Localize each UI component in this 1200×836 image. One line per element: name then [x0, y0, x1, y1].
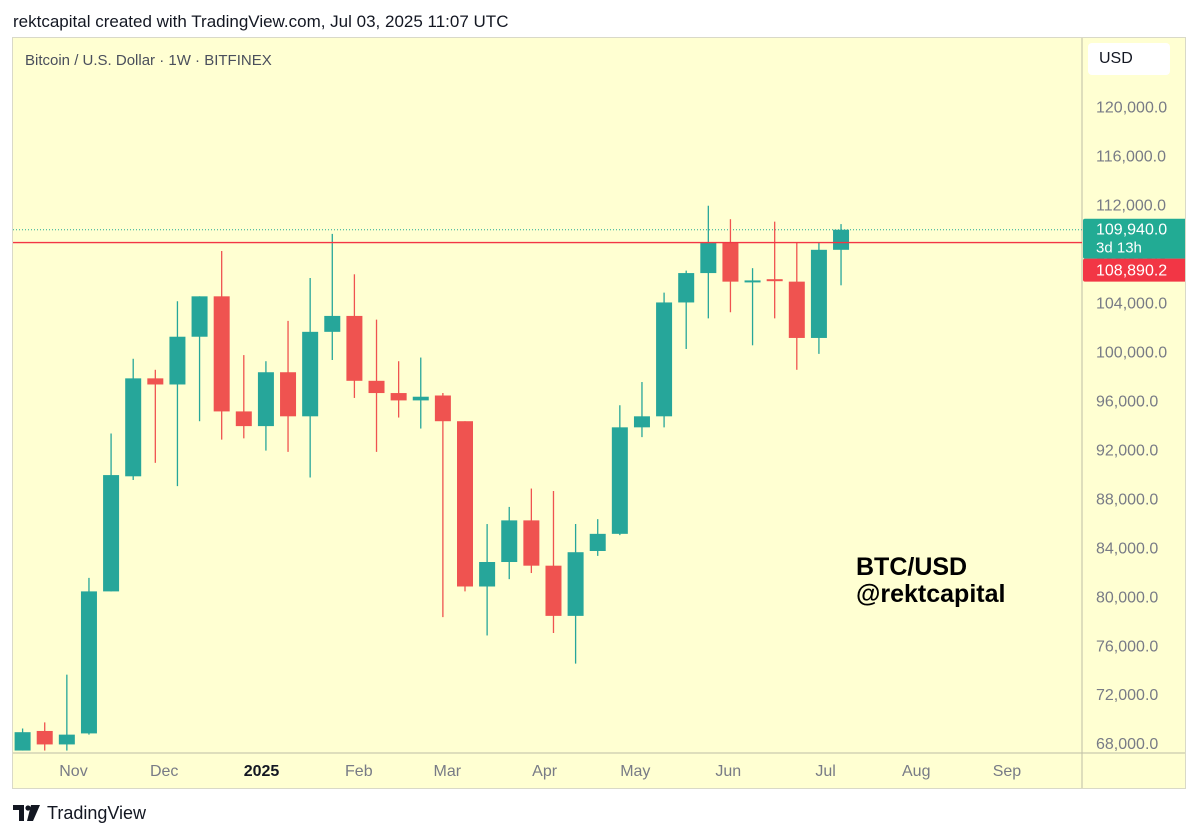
candle-body[interactable] [501, 520, 518, 563]
x-tick-label: Jul [815, 763, 835, 780]
resistance-level-badge [1083, 258, 1185, 282]
candle-body[interactable] [457, 421, 473, 587]
candle-body[interactable] [523, 520, 540, 566]
y-tick-label: 116,000.0 [1096, 149, 1166, 166]
candle-body[interactable] [58, 734, 75, 745]
y-tick-label: 68,000.0 [1096, 736, 1158, 753]
chart-header-caption: rektcapital created with TradingView.com… [13, 12, 509, 31]
x-tick-label: May [620, 763, 650, 780]
y-tick-label: 104,000.0 [1096, 295, 1167, 312]
candle-body[interactable] [700, 242, 717, 274]
x-tick-label: Apr [532, 763, 558, 780]
candle-body[interactable] [324, 315, 341, 332]
y-tick-label: 92,000.0 [1096, 442, 1158, 459]
candle-body[interactable] [722, 242, 739, 282]
candle-body[interactable] [346, 315, 363, 381]
candle-body[interactable] [280, 372, 297, 417]
candle-body[interactable] [589, 533, 606, 551]
candle-body[interactable] [390, 393, 407, 401]
y-tick-label: 80,000.0 [1096, 589, 1158, 606]
y-tick-label: 88,000.0 [1096, 491, 1158, 508]
candle-body[interactable] [656, 302, 673, 417]
candle-body[interactable] [191, 296, 208, 337]
candle-body[interactable] [235, 411, 252, 427]
resistance-level-label: 108,890.2 [1096, 263, 1167, 280]
tradingview-logo-icon [13, 805, 40, 821]
watermark-author: @rektcapital [856, 580, 1006, 608]
plot-background [13, 38, 1185, 788]
x-tick-label: Jun [715, 763, 741, 780]
y-tick-label: 84,000.0 [1096, 540, 1158, 557]
candlestick-chart[interactable]: 68,000.0 72,000.0 76,000.0 80,000.0 84,000.0… [13, 38, 1186, 789]
candle-body[interactable] [412, 396, 429, 401]
candle-body[interactable] [810, 249, 827, 338]
candle-body[interactable] [766, 279, 783, 282]
candle-body[interactable] [80, 591, 97, 734]
x-tick-label: Dec [150, 763, 178, 780]
candle-body[interactable] [257, 372, 274, 427]
symbol-title: Bitcoin / U.S. Dollar · 1W · BITFINEX [25, 52, 272, 69]
candle-body[interactable] [744, 280, 761, 283]
last-price-label: 109,940.0 [1096, 222, 1167, 239]
candle-body[interactable] [545, 565, 562, 616]
chart-frame[interactable]: 68,000.0 72,000.0 76,000.0 80,000.0 84,000.0… [12, 37, 1186, 789]
x-tick-label: Feb [345, 763, 373, 780]
x-tick-label: Aug [902, 763, 930, 780]
x-tick-label: Nov [59, 763, 87, 780]
tradingview-brand: TradingView [47, 802, 147, 823]
x-tick-label: Mar [434, 763, 462, 780]
candle-body[interactable] [678, 273, 695, 303]
y-tick-label: 72,000.0 [1096, 687, 1158, 704]
x-tick-label: Sep [993, 763, 1022, 780]
candle-body[interactable] [611, 427, 628, 534]
candle-body[interactable] [633, 416, 650, 428]
chart-watermark: BTC/USD @rektcapital [856, 554, 1005, 608]
candle-body[interactable] [479, 562, 496, 587]
watermark-pair: BTC/USD [856, 553, 968, 581]
y-tick-label: 96,000.0 [1096, 393, 1158, 410]
candle-body[interactable] [147, 378, 164, 385]
candle-body[interactable] [169, 336, 186, 385]
candle-body[interactable] [788, 281, 805, 338]
y-tick-label: 112,000.0 [1096, 198, 1166, 215]
candle-countdown-label: 3d 13h [1096, 240, 1142, 257]
y-tick-label: 76,000.0 [1096, 638, 1158, 655]
x-tick-label: 2025 [244, 763, 280, 780]
last-price-badge [1083, 218, 1185, 259]
candle-body[interactable] [103, 475, 120, 592]
tradingview-footer[interactable]: TradingView [13, 801, 146, 825]
candle-body[interactable] [368, 380, 385, 394]
candle-body[interactable] [36, 730, 53, 745]
candle-body[interactable] [833, 229, 850, 250]
candle-body[interactable] [434, 395, 451, 422]
y-tick-label: 120,000.0 [1096, 100, 1167, 117]
currency-selector[interactable]: USD [1088, 43, 1170, 75]
candle-body[interactable] [213, 296, 230, 412]
candle-body[interactable] [125, 378, 142, 477]
candle-body[interactable] [567, 552, 584, 616]
candle-body[interactable] [14, 732, 31, 751]
candle-body[interactable] [302, 331, 319, 417]
y-tick-label: 100,000.0 [1096, 344, 1167, 361]
